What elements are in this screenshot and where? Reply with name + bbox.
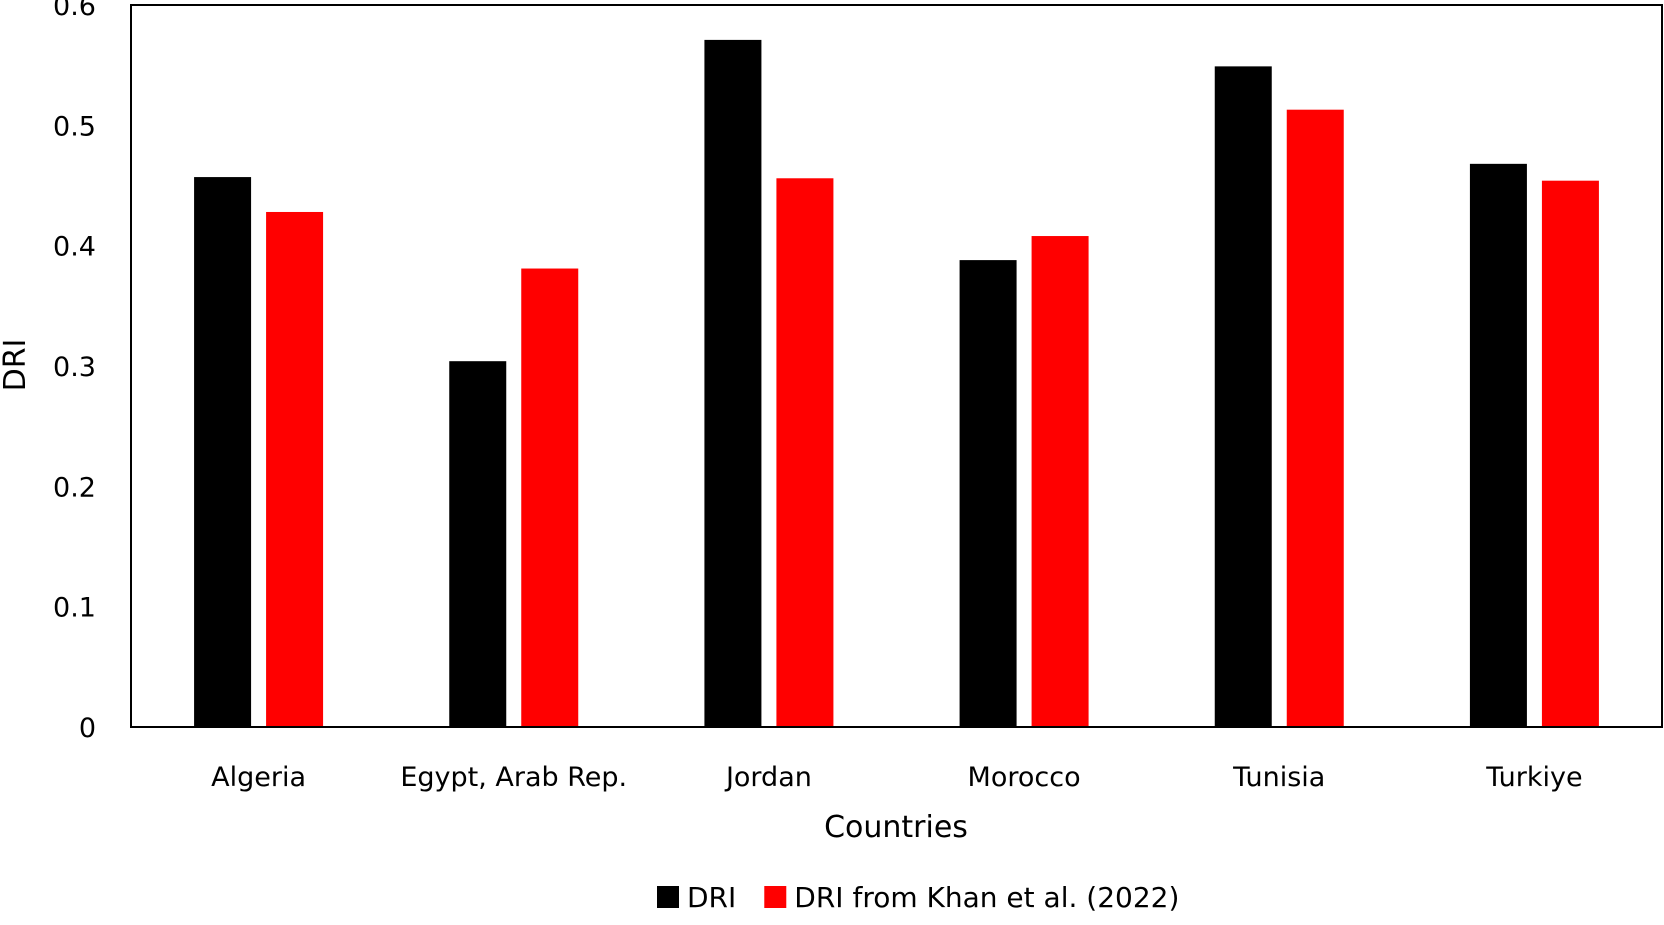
- x-tick-label: Turkiye: [1485, 762, 1582, 793]
- x-tick-label: Morocco: [968, 762, 1081, 793]
- bar-dri-khan-4: [1286, 109, 1344, 727]
- bar-dri-2: [704, 39, 762, 727]
- bar-dri-5: [1469, 163, 1527, 728]
- y-tick-label: 0.3: [53, 352, 96, 383]
- plot-frame: [130, 4, 1663, 728]
- y-tick-label: 0.2: [53, 472, 96, 503]
- legend-swatch: [764, 886, 787, 908]
- axes-layer: [130, 4, 1663, 728]
- x-tick-labels: Algeria Egypt, Arab Rep. Jordan Morocco Tuni…: [211, 762, 1582, 793]
- y-axis-title: DRI: [0, 339, 33, 392]
- x-tick-label: Egypt, Arab Rep.: [400, 762, 627, 793]
- y-tick-label: 0.1: [53, 593, 96, 624]
- bar-dri-1: [449, 361, 507, 727]
- legend-label: DRI: [687, 881, 736, 914]
- bar-dri-khan-0: [266, 211, 324, 727]
- bar-dri-4: [1214, 66, 1272, 728]
- y-tick-label: 0: [79, 713, 96, 744]
- bars-layer: [194, 39, 1599, 728]
- bar-dri-khan-2: [776, 178, 834, 727]
- y-tick-label: 0.6: [53, 0, 96, 22]
- y-tick-labels: 0 0.1 0.2 0.3 0.4 0.5 0.6: [53, 0, 96, 744]
- x-tick-label: Algeria: [211, 762, 306, 793]
- legend: DRI DRI from Khan et al. (2022): [657, 881, 1179, 914]
- bar-dri-khan-3: [1031, 236, 1089, 728]
- legend-label: DRI from Khan et al. (2022): [794, 881, 1179, 914]
- legend-swatch: [657, 886, 679, 908]
- y-tick-label: 0.5: [53, 111, 96, 142]
- x-tick-label: Tunisia: [1232, 762, 1325, 793]
- x-axis-title: Countries: [824, 810, 968, 845]
- bar-dri-0: [194, 177, 252, 727]
- y-tick-label: 0.4: [53, 232, 96, 263]
- bar-dri-3: [959, 260, 1017, 727]
- bar-dri-khan-1: [521, 268, 579, 727]
- bar-dri-khan-5: [1541, 180, 1599, 728]
- x-tick-label: Jordan: [724, 762, 812, 793]
